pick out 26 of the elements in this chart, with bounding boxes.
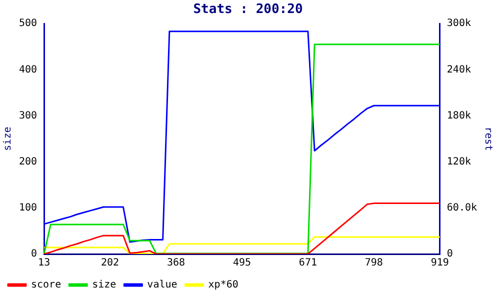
- y2-tick-label: 300k: [446, 18, 471, 30]
- y-tick-label: 400: [19, 64, 38, 76]
- x-tick-label: 919: [430, 258, 449, 269]
- legend-label: xp*60: [208, 280, 238, 291]
- legend-label: score: [31, 280, 62, 291]
- x-tick-label: 495: [232, 258, 252, 269]
- y-tick-label: 300: [19, 110, 38, 122]
- legend-label: size: [92, 280, 116, 291]
- y2-tick-label: 240k: [446, 64, 471, 76]
- y2-tick-label: 0: [446, 248, 453, 260]
- legend-label: value: [147, 280, 178, 291]
- x-tick-label: 368: [166, 258, 186, 269]
- x-tick-label: 671: [298, 258, 317, 269]
- x-tick-label: 202: [101, 258, 120, 269]
- y-tick-label: 100: [19, 202, 38, 214]
- y2-axis-title: rest: [482, 126, 494, 151]
- y2-tick-label: 120k: [446, 156, 471, 168]
- y2-tick-label: 60.0k: [446, 202, 478, 214]
- y2-tick-label: 180k: [446, 110, 471, 122]
- x-tick-label: 13: [38, 258, 50, 269]
- x-tick-label: 798: [364, 258, 383, 269]
- chart-title: Stats : 200:20: [193, 2, 303, 18]
- y-tick-label: 200: [19, 156, 38, 168]
- y-tick-label: 0: [31, 248, 38, 260]
- y-axis-title: size: [2, 126, 14, 151]
- y-tick-label: 500: [19, 18, 38, 30]
